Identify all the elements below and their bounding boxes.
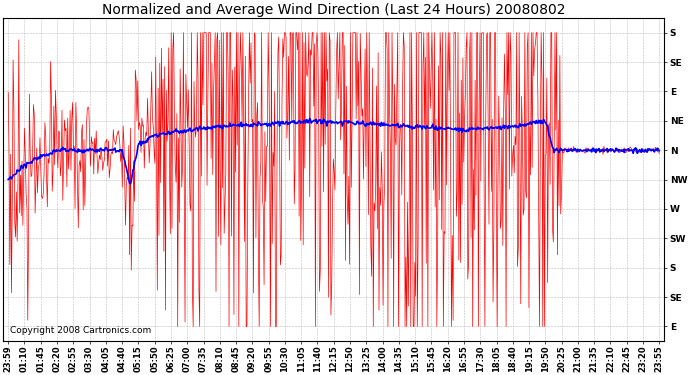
- Text: Copyright 2008 Cartronics.com: Copyright 2008 Cartronics.com: [10, 326, 151, 335]
- Title: Normalized and Average Wind Direction (Last 24 Hours) 20080802: Normalized and Average Wind Direction (L…: [102, 3, 566, 17]
